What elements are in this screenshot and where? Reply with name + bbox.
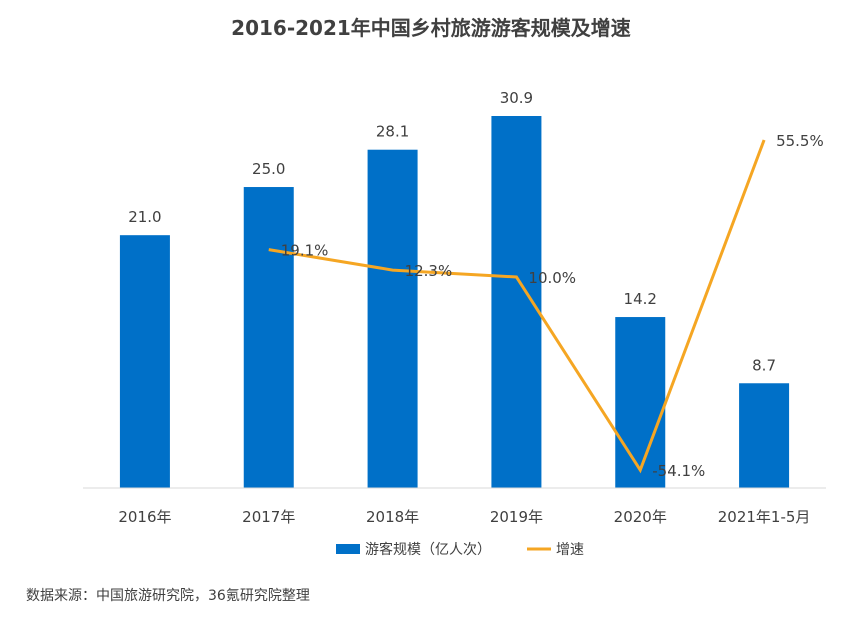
x-tick-label: 2017年 xyxy=(242,508,295,526)
chart-title: 2016-2021年中国乡村旅游游客规模及增速 xyxy=(231,16,631,40)
bar-2020年 xyxy=(615,317,666,488)
bar-value-label: 30.9 xyxy=(500,89,533,107)
growth-value-label: 55.5% xyxy=(776,132,824,150)
bar-2016年 xyxy=(119,235,170,488)
bar-2017年 xyxy=(243,187,294,489)
growth-value-label: 12.3% xyxy=(405,262,453,280)
bar-value-label: 8.7 xyxy=(752,356,776,374)
data-labels: 21.0 25.0 28.1 30.9 14.2 8.7 19.1% 12.3% 10.0% -5… xyxy=(128,89,824,480)
bar-value-label: 14.2 xyxy=(624,290,657,308)
growth-value-label: -54.1% xyxy=(652,462,705,480)
source-note: 数据来源：中国旅游研究院，36氪研究院整理 xyxy=(26,588,310,604)
x-tick-label: 2018年 xyxy=(366,508,419,526)
legend-line-label: 增速 xyxy=(556,542,584,558)
bar-value-label: 21.0 xyxy=(128,208,161,226)
bar-value-label: 25.0 xyxy=(252,160,285,178)
growth-value-label: 19.1% xyxy=(281,242,329,260)
growth-value-label: 10.0% xyxy=(528,269,576,287)
x-tick-label: 2020年 xyxy=(614,508,667,526)
bar-series xyxy=(119,116,790,489)
x-tick-label: 2016年 xyxy=(118,508,171,526)
x-axis: 2016年 2017年 2018年 2019年 2020年 2021年1-5月 xyxy=(83,487,826,526)
legend: 游客规模（亿人次） 增速 xyxy=(336,541,584,558)
x-tick-label: 2019年 xyxy=(490,508,543,526)
x-tick-label: 2021年1-5月 xyxy=(718,508,811,526)
growth-line-series xyxy=(268,139,766,474)
legend-bar-swatch xyxy=(336,544,360,554)
bar-2021年1-5月 xyxy=(739,383,790,488)
legend-bar-label: 游客规模（亿人次） xyxy=(365,541,491,558)
bar-value-label: 28.1 xyxy=(376,123,409,141)
bar-2018年 xyxy=(367,149,418,488)
